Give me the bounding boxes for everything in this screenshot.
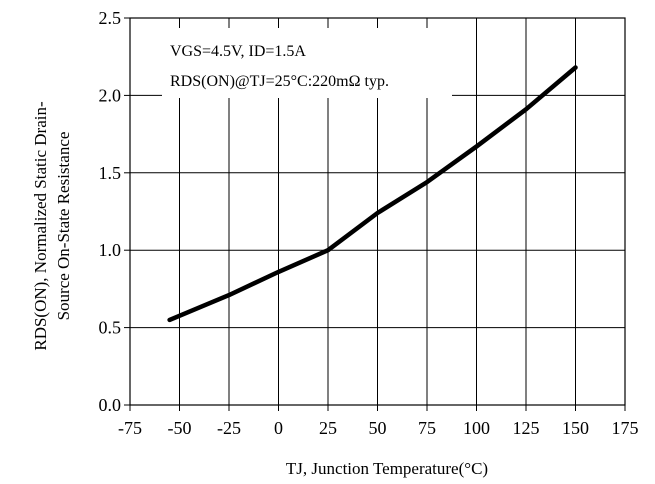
y-axis-label-line1: RDS(ON), Normalized Static Drain- (31, 101, 50, 351)
y-tick-label: 2.5 (99, 8, 122, 28)
x-tick-label: -25 (217, 418, 241, 438)
annotation-box (162, 28, 452, 98)
y-tick-label: 2.0 (99, 85, 122, 105)
x-tick-label: 25 (319, 418, 337, 438)
series-line-rds-on (167, 65, 578, 323)
x-tick-label: 0 (274, 418, 283, 438)
x-tick-label: 175 (612, 418, 639, 438)
x-tick-label: 125 (513, 418, 540, 438)
x-axis-ticks: -75 -50 -25 0 25 50 75 100 125 150 175 (118, 405, 639, 438)
x-tick-label: -50 (168, 418, 192, 438)
y-tick-label: 1.5 (99, 163, 122, 183)
x-tick-label: 100 (463, 418, 490, 438)
annotation-reference: RDS(ON)@TJ=25°C:220mΩ typ. (170, 73, 389, 90)
x-axis-label: TJ, Junction Temperature(°C) (286, 459, 488, 478)
y-axis-label-line2: Source On-State Resistance (54, 132, 73, 321)
annotation-conditions: VGS=4.5V, ID=1.5A (170, 43, 306, 60)
y-axis-ticks: 0.0 0.5 1.0 1.5 2.0 2.5 (99, 8, 130, 415)
x-tick-label: 75 (418, 418, 436, 438)
y-tick-label: 0.5 (99, 318, 122, 338)
x-tick-label: 50 (369, 418, 387, 438)
y-tick-label: 0.0 (99, 395, 122, 415)
y-tick-label: 1.0 (99, 240, 122, 260)
x-tick-label: -75 (118, 418, 142, 438)
x-tick-label: 150 (562, 418, 589, 438)
